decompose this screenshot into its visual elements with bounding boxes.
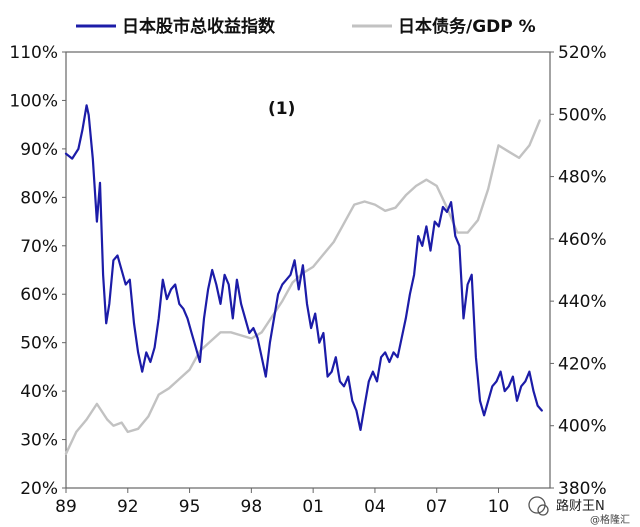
left-tick-label: 110%: [9, 43, 58, 63]
right-tick-label: 460%: [558, 230, 607, 250]
right-tick-label: 440%: [558, 292, 607, 312]
left-axis: 20% 30% 40% 50% 60% 70% 80% 90% 100% 110%: [9, 43, 66, 499]
left-tick-label: 100%: [9, 91, 58, 111]
x-tick-label: 04: [364, 497, 386, 517]
left-tick-label: 80%: [20, 188, 58, 208]
series-line-stock-index: [64, 104, 543, 431]
left-tick-label: 90%: [20, 140, 58, 160]
x-tick-label: 01: [302, 497, 324, 517]
legend-label-debt: 日本债务/GDP %: [398, 16, 536, 37]
watermark-credit: @格隆汇: [590, 513, 630, 526]
right-axis: 380% 400% 420% 440% 460% 480% 500% 520%: [550, 43, 607, 499]
legend: 日本股市总收益指数 日本债务/GDP %: [76, 16, 536, 37]
x-tick-label: 07: [426, 497, 448, 517]
right-tick-label: 520%: [558, 43, 607, 63]
left-tick-label: 30%: [20, 431, 58, 451]
x-tick-label: 92: [117, 497, 139, 517]
legend-label-stock: 日本股市总收益指数: [122, 16, 276, 37]
right-tick-label: 480%: [558, 168, 607, 188]
x-tick-label: 95: [179, 497, 201, 517]
x-tick-label: 98: [241, 497, 263, 517]
series-layer: [64, 104, 543, 455]
left-tick-label: 50%: [20, 334, 58, 354]
x-axis: 89 92 95 98 01 04 07 10: [55, 488, 509, 517]
right-tick-label: 500%: [558, 105, 607, 125]
left-tick-label: 40%: [20, 382, 58, 402]
right-tick-label: 380%: [558, 479, 607, 499]
left-tick-label: 20%: [20, 479, 58, 499]
right-tick-label: 400%: [558, 417, 607, 437]
x-tick-label: 89: [55, 497, 77, 517]
left-tick-label: 60%: [20, 285, 58, 305]
x-tick-label: 10: [488, 497, 510, 517]
watermark-name: 路财王N: [556, 498, 605, 514]
left-tick-label: 70%: [20, 237, 58, 257]
watermark: 路财王N @格隆汇: [528, 496, 630, 526]
watermark-logo-dot-icon: [537, 504, 549, 516]
right-tick-label: 420%: [558, 354, 607, 374]
chart-annotation: (1): [268, 99, 295, 119]
